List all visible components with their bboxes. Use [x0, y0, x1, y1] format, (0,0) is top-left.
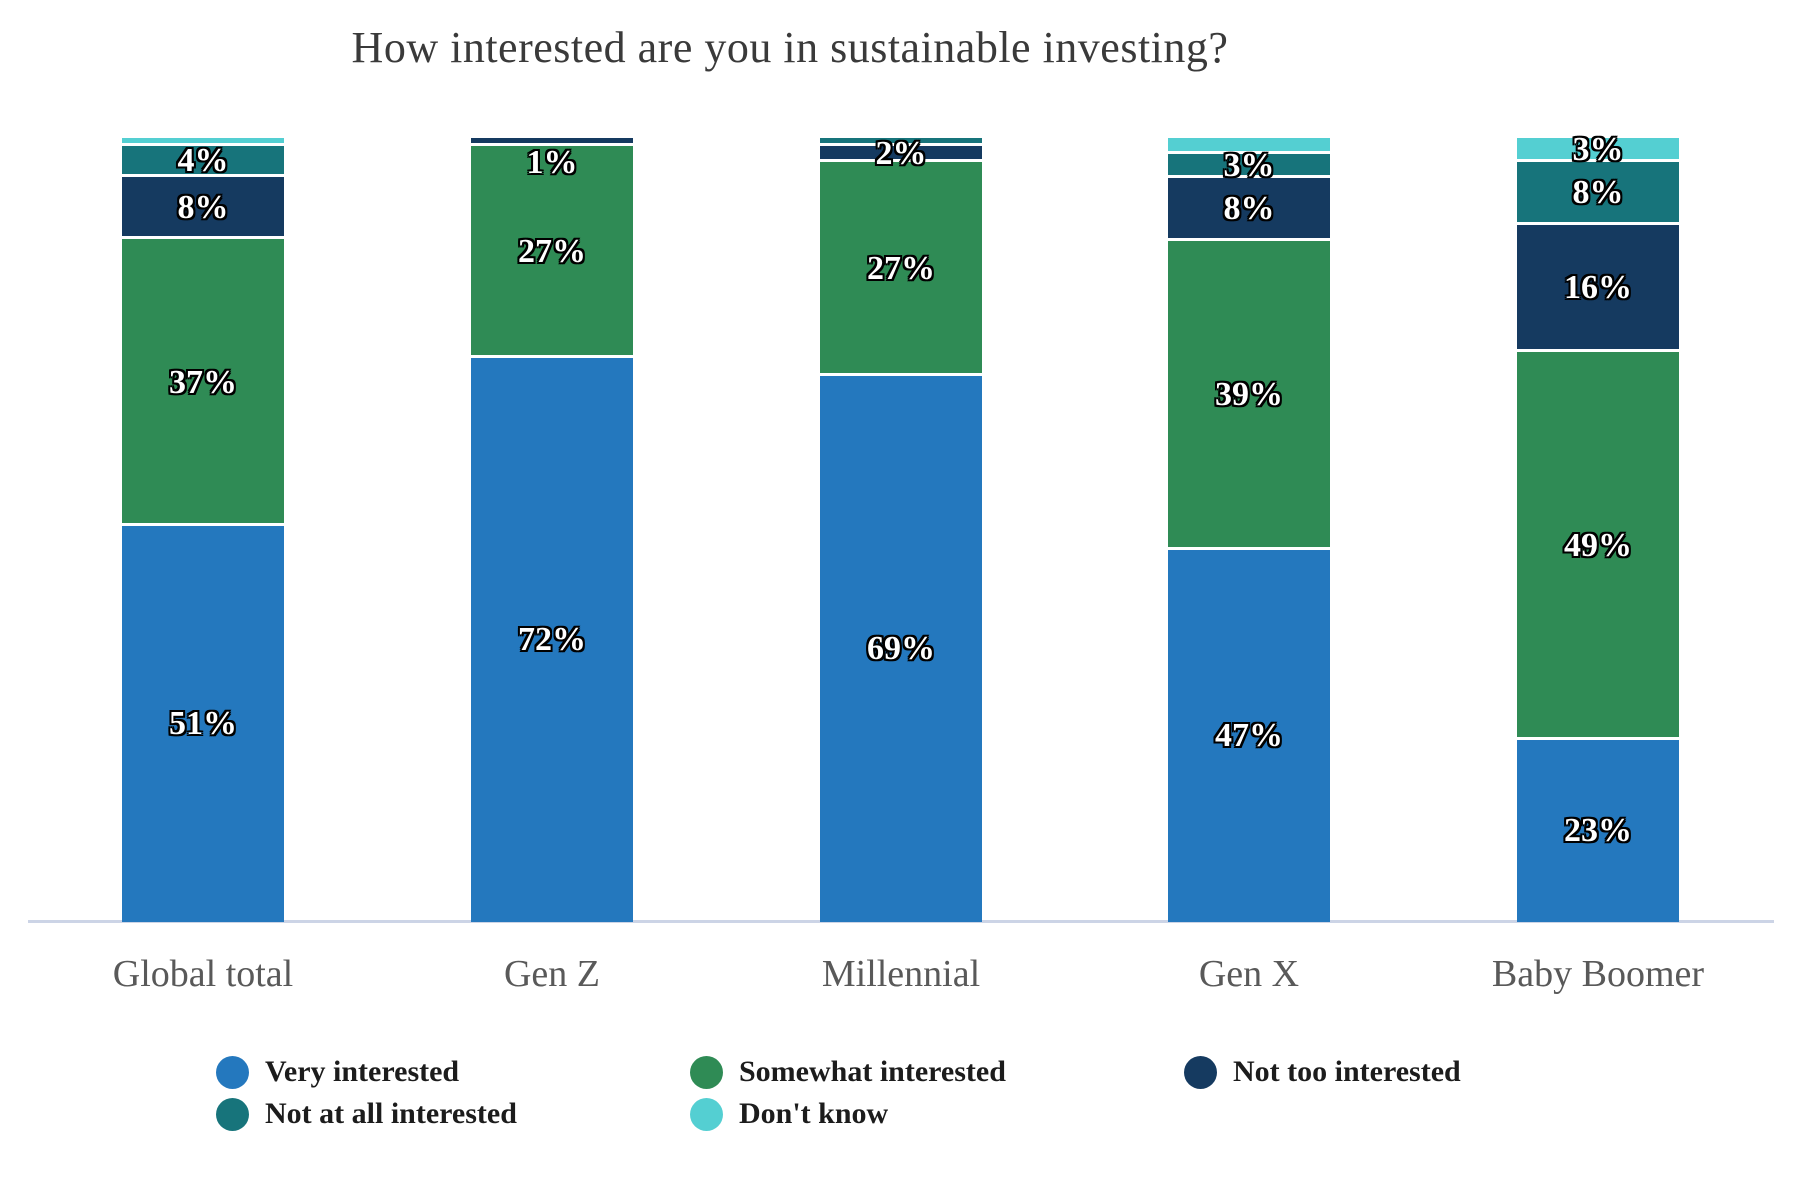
category-label-gen-x: Gen X: [1198, 953, 1300, 995]
bar-segment-global-total-don-t-know: [122, 138, 284, 146]
category-label-baby-boomer: Baby Boomer: [1491, 953, 1705, 995]
data-label-global-total-very-interested: 51%: [169, 705, 237, 743]
bar-segment-baby-boomer-don-t-know: [1517, 138, 1679, 162]
bar-gen-x: 47% 39% 8% 3%: [1168, 138, 1330, 922]
legend-swatch-icon: [690, 1055, 723, 1089]
legend-label: Very interested: [265, 1055, 460, 1088]
legend-item-not-too-interested: Not too interested: [1184, 1054, 1461, 1090]
bar-segment-baby-boomer-somewhat-interested: [1517, 351, 1679, 740]
data-label-baby-boomer-very-interested: 23%: [1564, 811, 1632, 849]
legend-swatch-icon: [216, 1055, 249, 1089]
bar-segment-global-total-not-too-interested: [122, 176, 284, 239]
bar-segment-gen-z-not-too-interested: [471, 138, 633, 146]
data-label-global-total-not-too-interested: 8%: [177, 188, 229, 226]
category-label-global-total: Global total: [112, 953, 294, 995]
bar-segment-baby-boomer-not-too-interested: [1517, 225, 1679, 352]
bar-segment-millennial-very-interested: [820, 375, 982, 922]
legend-swatch-icon: [1184, 1055, 1217, 1089]
data-label-gen-x-not-at-all-interested: 3%: [1223, 146, 1275, 184]
bar-gen-z: 72% 27% 1%: [471, 138, 633, 922]
bar-baby-boomer: 23% 49% 16% 8% 3%: [1517, 132, 1679, 922]
bar-segment-baby-boomer-not-at-all-interested: [1517, 161, 1679, 226]
data-label-gen-z-not-too-interested: 1%: [526, 143, 578, 181]
bar-segment-global-total-not-at-all-interested: [122, 145, 284, 177]
bar-millennial: 69% 27% 2%: [820, 136, 982, 922]
data-label-millennial-somewhat-interested: 27%: [867, 249, 935, 287]
legend-swatch-icon: [690, 1097, 723, 1131]
bar-global-total: 51% 37% 8% 4%: [122, 138, 284, 922]
bar-segment-gen-x-don-t-know: [1168, 138, 1330, 154]
bar-segment-millennial-not-too-interested: [820, 145, 982, 162]
chart-title: How interested are you in sustainable in…: [351, 23, 1229, 72]
data-label-baby-boomer-not-at-all-interested: 8%: [1572, 174, 1624, 212]
bar-segment-gen-x-not-at-all-interested: [1168, 153, 1330, 178]
bar-segment-gen-z-somewhat-interested: [471, 145, 633, 358]
data-label-gen-z-somewhat-interested: 27%: [518, 232, 586, 270]
bar-segment-global-total-very-interested: [122, 526, 284, 922]
legend-swatch-icon: [216, 1097, 249, 1131]
legend-item-not-at-all-interested: Not at all interested: [216, 1096, 517, 1132]
bar-segment-gen-x-not-too-interested: [1168, 177, 1330, 241]
data-label-millennial-not-too-interested: 2%: [875, 134, 927, 172]
data-label-global-total-not-at-all-interested: 4%: [177, 142, 229, 180]
bar-segment-gen-x-very-interested: [1168, 549, 1330, 922]
data-label-gen-x-not-too-interested: 8%: [1223, 190, 1275, 228]
data-label-global-total-somewhat-interested: 37%: [169, 363, 237, 401]
data-label-gen-x-somewhat-interested: 39%: [1215, 376, 1283, 414]
legend: Very interested Somewhat interested Not to…: [216, 1054, 1616, 1154]
bar-segment-millennial-somewhat-interested: [820, 161, 982, 376]
legend-item-don-t-know: Don't know: [690, 1096, 888, 1132]
legend-item-somewhat-interested: Somewhat interested: [690, 1054, 1006, 1090]
data-label-baby-boomer-don-t-know: 3%: [1572, 130, 1624, 168]
legend-label: Not at all interested: [265, 1097, 517, 1130]
data-label-baby-boomer-not-too-interested: 16%: [1564, 269, 1632, 307]
bar-segment-baby-boomer-very-interested: [1517, 739, 1679, 922]
data-label-gen-x-very-interested: 47%: [1215, 716, 1283, 754]
legend-label: Somewhat interested: [739, 1055, 1006, 1088]
data-label-gen-z-very-interested: 72%: [518, 620, 586, 658]
category-label-gen-z: Gen Z: [503, 953, 601, 995]
bar-segment-millennial-not-at-all-interested: [820, 138, 982, 146]
bar-segment-gen-z-very-interested: [471, 357, 633, 922]
legend-item-very-interested: Very interested: [216, 1054, 459, 1090]
bar-segment-global-total-somewhat-interested: [122, 238, 284, 527]
legend-label: Not too interested: [1233, 1055, 1461, 1088]
data-label-millennial-very-interested: 69%: [867, 629, 935, 667]
legend-label: Don't know: [739, 1097, 889, 1130]
data-label-baby-boomer-somewhat-interested: 49%: [1564, 526, 1632, 564]
bar-segment-gen-x-somewhat-interested: [1168, 240, 1330, 550]
category-label-millennial: Millennial: [821, 953, 981, 995]
